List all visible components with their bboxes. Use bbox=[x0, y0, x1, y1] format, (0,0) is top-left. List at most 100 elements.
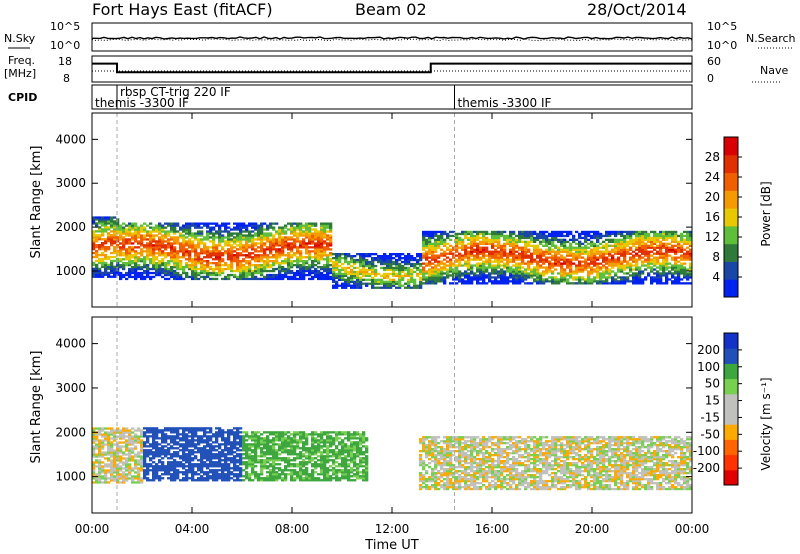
scatter-cell bbox=[128, 228, 132, 231]
scatter-cell bbox=[320, 267, 324, 271]
scatter-cell bbox=[200, 269, 204, 273]
scatter-cell bbox=[119, 275, 123, 279]
scatter-cell bbox=[134, 461, 138, 464]
scatter-cell bbox=[326, 264, 330, 267]
scatter-cell bbox=[491, 268, 495, 271]
scatter-cell bbox=[524, 274, 528, 277]
scatter-cell bbox=[344, 278, 348, 281]
scatter-cell bbox=[110, 242, 114, 245]
scatter-cell bbox=[197, 469, 201, 472]
scatter-cell bbox=[614, 240, 618, 243]
scatter-cell bbox=[95, 275, 99, 278]
scatter-cell bbox=[338, 276, 342, 279]
scatter-cell bbox=[461, 230, 465, 234]
scatter-cell bbox=[182, 445, 186, 448]
scatter-cell bbox=[158, 230, 162, 233]
scatter-cell bbox=[263, 252, 267, 255]
scatter-cell bbox=[131, 427, 135, 430]
scatter-cell bbox=[563, 246, 567, 249]
scatter-cell bbox=[611, 248, 615, 251]
scatter-cell bbox=[215, 254, 219, 257]
scatter-cell bbox=[146, 439, 150, 442]
scatter-cell bbox=[470, 250, 474, 253]
scatter-cell bbox=[134, 435, 138, 438]
scatter-cell bbox=[221, 439, 225, 442]
scatter-cell bbox=[260, 240, 264, 243]
scatter-cell bbox=[647, 262, 651, 265]
scatter-cell bbox=[662, 264, 666, 267]
scatter-cell bbox=[140, 469, 144, 472]
scatter-cell bbox=[182, 429, 186, 432]
scatter-cell bbox=[212, 248, 216, 251]
scatter-cell bbox=[107, 441, 111, 444]
scatter-cell bbox=[623, 276, 627, 279]
scatter-cell bbox=[566, 248, 570, 251]
scatter-cell bbox=[101, 259, 105, 263]
scatter-cell bbox=[245, 275, 249, 279]
scatter-cell bbox=[563, 262, 567, 265]
scatter-cell bbox=[131, 262, 135, 265]
scatter-cell bbox=[161, 441, 165, 444]
scatter-cell bbox=[626, 262, 630, 265]
scatter-cell bbox=[107, 275, 111, 278]
scatter-cell bbox=[134, 267, 138, 271]
colorbar-tick-label: 20 bbox=[705, 190, 720, 204]
scatter-cell bbox=[209, 437, 213, 440]
scatter-cell bbox=[440, 238, 444, 241]
scatter-cell bbox=[419, 268, 423, 272]
scatter-cell bbox=[344, 258, 348, 262]
scatter-cell bbox=[278, 252, 282, 255]
scatter-cell bbox=[215, 479, 219, 482]
scatter-cell bbox=[179, 461, 183, 464]
scatter-cell bbox=[266, 256, 270, 259]
scatter-cell bbox=[110, 459, 114, 462]
scatter-cell bbox=[647, 252, 651, 255]
scatter-cell bbox=[539, 250, 543, 253]
scatter-cell bbox=[122, 457, 126, 460]
scatter-cell bbox=[176, 238, 180, 241]
scatter-cell bbox=[128, 238, 132, 241]
scatter-cell bbox=[122, 226, 126, 229]
scatter-cell bbox=[167, 242, 171, 245]
scatter-cell bbox=[578, 270, 582, 273]
scatter-cell bbox=[212, 262, 216, 265]
scatter-cell bbox=[476, 244, 480, 247]
scatter-cell bbox=[194, 479, 198, 482]
scatter-cell bbox=[293, 240, 297, 243]
scatter-cell bbox=[323, 236, 327, 239]
scatter-cell bbox=[197, 258, 201, 261]
scatter-cell bbox=[314, 238, 318, 241]
scatter-cell bbox=[203, 236, 207, 239]
scatter-cell bbox=[602, 252, 606, 255]
scatter-cell bbox=[203, 455, 207, 458]
scatter-cell bbox=[215, 273, 219, 277]
scatter-cell bbox=[197, 443, 201, 446]
scatter-cell bbox=[152, 473, 156, 476]
scatter-cell bbox=[218, 457, 222, 460]
scatter-cell bbox=[302, 238, 306, 241]
scatter-cell bbox=[224, 252, 228, 255]
scatter-cell bbox=[101, 443, 105, 446]
scatter-cell bbox=[146, 230, 150, 233]
scatter-cell bbox=[623, 278, 627, 281]
scatter-cell bbox=[95, 481, 99, 484]
scatter-cell bbox=[434, 242, 438, 245]
scatter-cell bbox=[653, 248, 657, 251]
scatter-cell bbox=[212, 267, 216, 271]
scatter-cell bbox=[311, 242, 315, 245]
scatter-cell bbox=[530, 238, 534, 241]
scatter-cell bbox=[254, 254, 258, 257]
scatter-cell bbox=[689, 262, 693, 265]
scatter-cell bbox=[485, 238, 489, 241]
scatter-cell bbox=[200, 238, 204, 241]
scatter-cell bbox=[686, 238, 690, 241]
scatter-cell bbox=[419, 257, 423, 260]
scatter-cell bbox=[164, 433, 168, 436]
scatter-cell bbox=[314, 248, 318, 251]
scatter-cell bbox=[626, 234, 630, 238]
scatter-cell bbox=[455, 274, 459, 277]
scatter-cell bbox=[623, 248, 627, 251]
scatter-cell bbox=[617, 264, 621, 267]
scatter-cell bbox=[179, 437, 183, 440]
scatter-cell bbox=[311, 228, 315, 231]
